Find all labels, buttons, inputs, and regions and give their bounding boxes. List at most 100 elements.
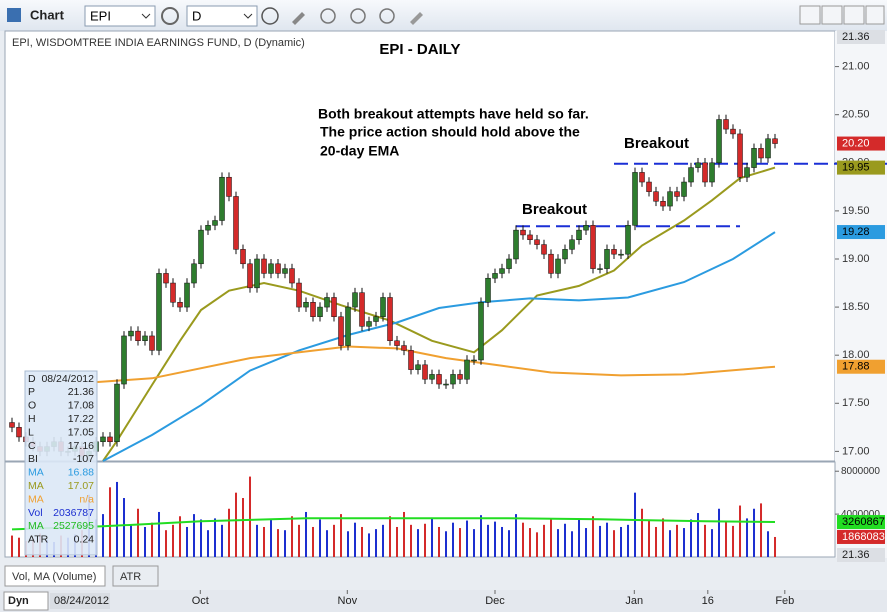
candle-body bbox=[184, 282, 190, 308]
volume-bar bbox=[417, 529, 420, 557]
volume-bar bbox=[760, 503, 763, 557]
volume-bar bbox=[578, 519, 581, 557]
alert-button[interactable] bbox=[379, 8, 395, 24]
restore-button[interactable] bbox=[799, 5, 821, 25]
volume-panel bbox=[4, 461, 836, 558]
info-value: -107 bbox=[73, 453, 94, 465]
candle-body bbox=[275, 263, 281, 274]
volume-bar bbox=[144, 526, 147, 557]
candle-body bbox=[135, 330, 141, 342]
candle-body bbox=[730, 128, 736, 135]
info-value: n/a bbox=[79, 493, 94, 505]
candle-body bbox=[254, 258, 260, 289]
candle-body bbox=[359, 292, 365, 327]
info-key: MA bbox=[28, 480, 44, 492]
minimize-button[interactable] bbox=[821, 5, 843, 25]
volume-bar bbox=[165, 530, 168, 557]
volume-bar bbox=[620, 526, 623, 557]
moving-average-line bbox=[95, 345, 776, 384]
close-button[interactable] bbox=[865, 5, 885, 25]
clock-button[interactable] bbox=[261, 7, 279, 25]
volume-bar bbox=[522, 522, 525, 557]
candle-body bbox=[205, 225, 211, 231]
candle-body bbox=[625, 225, 631, 255]
volume-bar bbox=[312, 526, 315, 557]
chart-header: EPI, WISDOMTREE INDIA EARNINGS FUND, D (… bbox=[12, 37, 305, 49]
candle-body bbox=[527, 234, 533, 240]
candle-body bbox=[114, 383, 120, 443]
volume-bar bbox=[452, 522, 455, 557]
volume-bar bbox=[193, 514, 196, 557]
volume-bar bbox=[627, 524, 630, 557]
info-value: 17.07 bbox=[68, 480, 94, 492]
window-title: Chart bbox=[30, 7, 65, 22]
interval-input[interactable] bbox=[186, 5, 258, 27]
tab[interactable] bbox=[112, 565, 159, 587]
volume-bar bbox=[410, 524, 413, 557]
info-key: Vol bbox=[28, 507, 43, 519]
candle-body bbox=[268, 263, 274, 274]
candle-body bbox=[149, 335, 155, 351]
candle-body bbox=[450, 374, 456, 385]
volume-bar bbox=[361, 526, 364, 557]
y-tick-label: 18.50 bbox=[842, 301, 870, 313]
app-icon bbox=[7, 8, 21, 22]
candle-body bbox=[695, 162, 701, 168]
value-badge bbox=[837, 548, 885, 562]
volume-bar bbox=[662, 518, 665, 557]
info-key: P bbox=[28, 386, 35, 398]
settings-button[interactable] bbox=[161, 7, 179, 25]
volume-bar bbox=[277, 529, 280, 557]
value-badge bbox=[837, 136, 885, 151]
candle-body bbox=[632, 172, 638, 226]
volume-bar bbox=[207, 530, 210, 557]
volume-bar bbox=[200, 519, 203, 557]
volume-bar bbox=[606, 522, 609, 557]
volume-bar bbox=[116, 481, 119, 557]
maximize-button[interactable] bbox=[843, 5, 865, 25]
volume-bar bbox=[746, 518, 749, 557]
info-value: 2036787 bbox=[53, 507, 94, 519]
candle-body bbox=[618, 253, 624, 256]
link-button[interactable] bbox=[320, 8, 336, 24]
volume-bar bbox=[242, 498, 245, 557]
info-key: BI bbox=[28, 453, 38, 465]
candle-body bbox=[478, 302, 484, 361]
volume-bar bbox=[354, 522, 357, 557]
tab[interactable] bbox=[4, 565, 106, 587]
volume-bar bbox=[536, 532, 539, 557]
candle-body bbox=[156, 273, 162, 351]
volume-bar bbox=[459, 528, 462, 557]
x-tick-label: Oct bbox=[192, 595, 209, 607]
volume-bar bbox=[767, 531, 770, 557]
candle-body bbox=[16, 427, 22, 438]
x-tick-label: Jan bbox=[625, 595, 643, 607]
symbol-input[interactable] bbox=[84, 5, 156, 27]
candle-body bbox=[548, 253, 554, 274]
volume-average-line bbox=[11, 517, 776, 531]
volume-bar bbox=[151, 522, 154, 557]
volume-bar bbox=[389, 516, 392, 557]
draw-button[interactable] bbox=[292, 12, 305, 25]
candle-body bbox=[338, 316, 344, 346]
tool-button[interactable] bbox=[410, 12, 423, 25]
candle-body bbox=[380, 297, 386, 317]
value-badge-label: 19.95 bbox=[842, 162, 870, 174]
play-button[interactable] bbox=[350, 8, 366, 24]
info-key: D bbox=[28, 373, 36, 385]
candle-body bbox=[352, 292, 358, 308]
candle-body bbox=[226, 176, 232, 197]
candle-body bbox=[443, 383, 449, 386]
candle-body bbox=[310, 302, 316, 317]
volume-bar bbox=[137, 508, 140, 557]
moving-average-line bbox=[102, 231, 776, 462]
candle-body bbox=[177, 302, 183, 308]
volume-bar bbox=[186, 526, 189, 557]
candle-body bbox=[513, 229, 519, 260]
value-badge-label: 21.36 bbox=[842, 549, 870, 561]
mode-box[interactable] bbox=[3, 591, 49, 611]
candle-body bbox=[282, 268, 288, 274]
volume-bar bbox=[494, 521, 497, 557]
date-box bbox=[50, 593, 110, 609]
volume-bar bbox=[655, 526, 658, 557]
